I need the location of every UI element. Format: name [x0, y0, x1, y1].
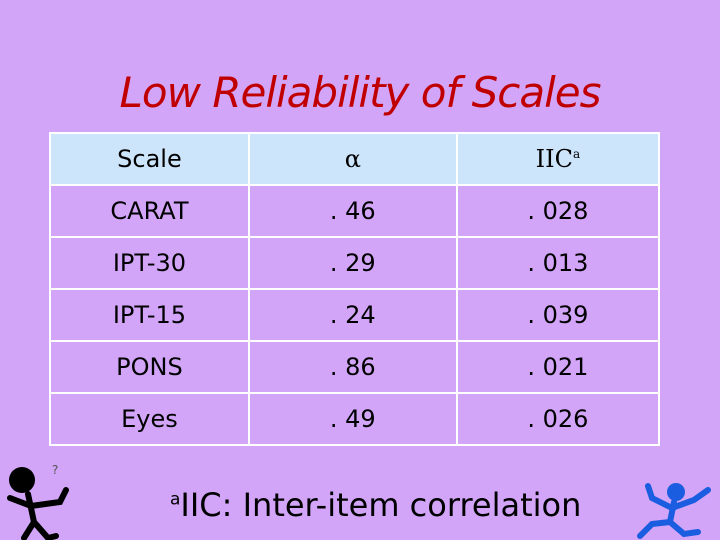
table-cell: . 49: [247, 392, 458, 446]
table-cell: . 026: [455, 392, 661, 446]
table-row: IPT-15. 24. 039: [49, 288, 661, 342]
table-cell: . 29: [247, 236, 458, 290]
table-cell: CARAT: [49, 184, 250, 238]
header-row: Scale α IICa: [49, 132, 661, 186]
header-text: IIC: [535, 145, 573, 173]
footnote-marker: a: [170, 489, 181, 510]
table-cell: . 028: [455, 184, 661, 238]
table-cell: . 46: [247, 184, 458, 238]
header-text: Scale: [117, 145, 182, 173]
table-cell: . 021: [455, 340, 661, 394]
header-note: a: [572, 147, 581, 161]
table: Scale α IICa CARAT. 46. 028 IPT-30. 29. 013 I…: [49, 132, 661, 446]
dancing-figure: [637, 483, 711, 539]
header-cell: Scale: [49, 132, 250, 186]
thinking-figure: ?: [7, 463, 69, 540]
table-row: Eyes. 49. 026: [49, 392, 661, 446]
table-cell: . 039: [455, 288, 661, 342]
table-row: CARAT. 46. 028: [49, 184, 661, 238]
slide-title: Low Reliability of Scales: [119, 68, 602, 117]
table-cell: IPT-30: [49, 236, 250, 290]
table-cell: . 24: [247, 288, 458, 342]
svg-text:?: ?: [52, 463, 58, 477]
table-row: PONS. 86. 021: [49, 340, 661, 394]
footnote: aIIC: Inter-item correlation: [170, 486, 581, 524]
table-cell: PONS: [49, 340, 250, 394]
footnote-text: IIC: Inter-item correlation: [180, 486, 582, 524]
header-text: α: [344, 145, 361, 173]
table-cell: . 013: [455, 236, 661, 290]
header-cell: IICa: [455, 132, 661, 186]
table-cell: IPT-15: [49, 288, 250, 342]
table-cell: . 86: [247, 340, 458, 394]
header-cell: α: [247, 132, 458, 186]
table-row: IPT-30. 29. 013: [49, 236, 661, 290]
table-cell: Eyes: [49, 392, 250, 446]
